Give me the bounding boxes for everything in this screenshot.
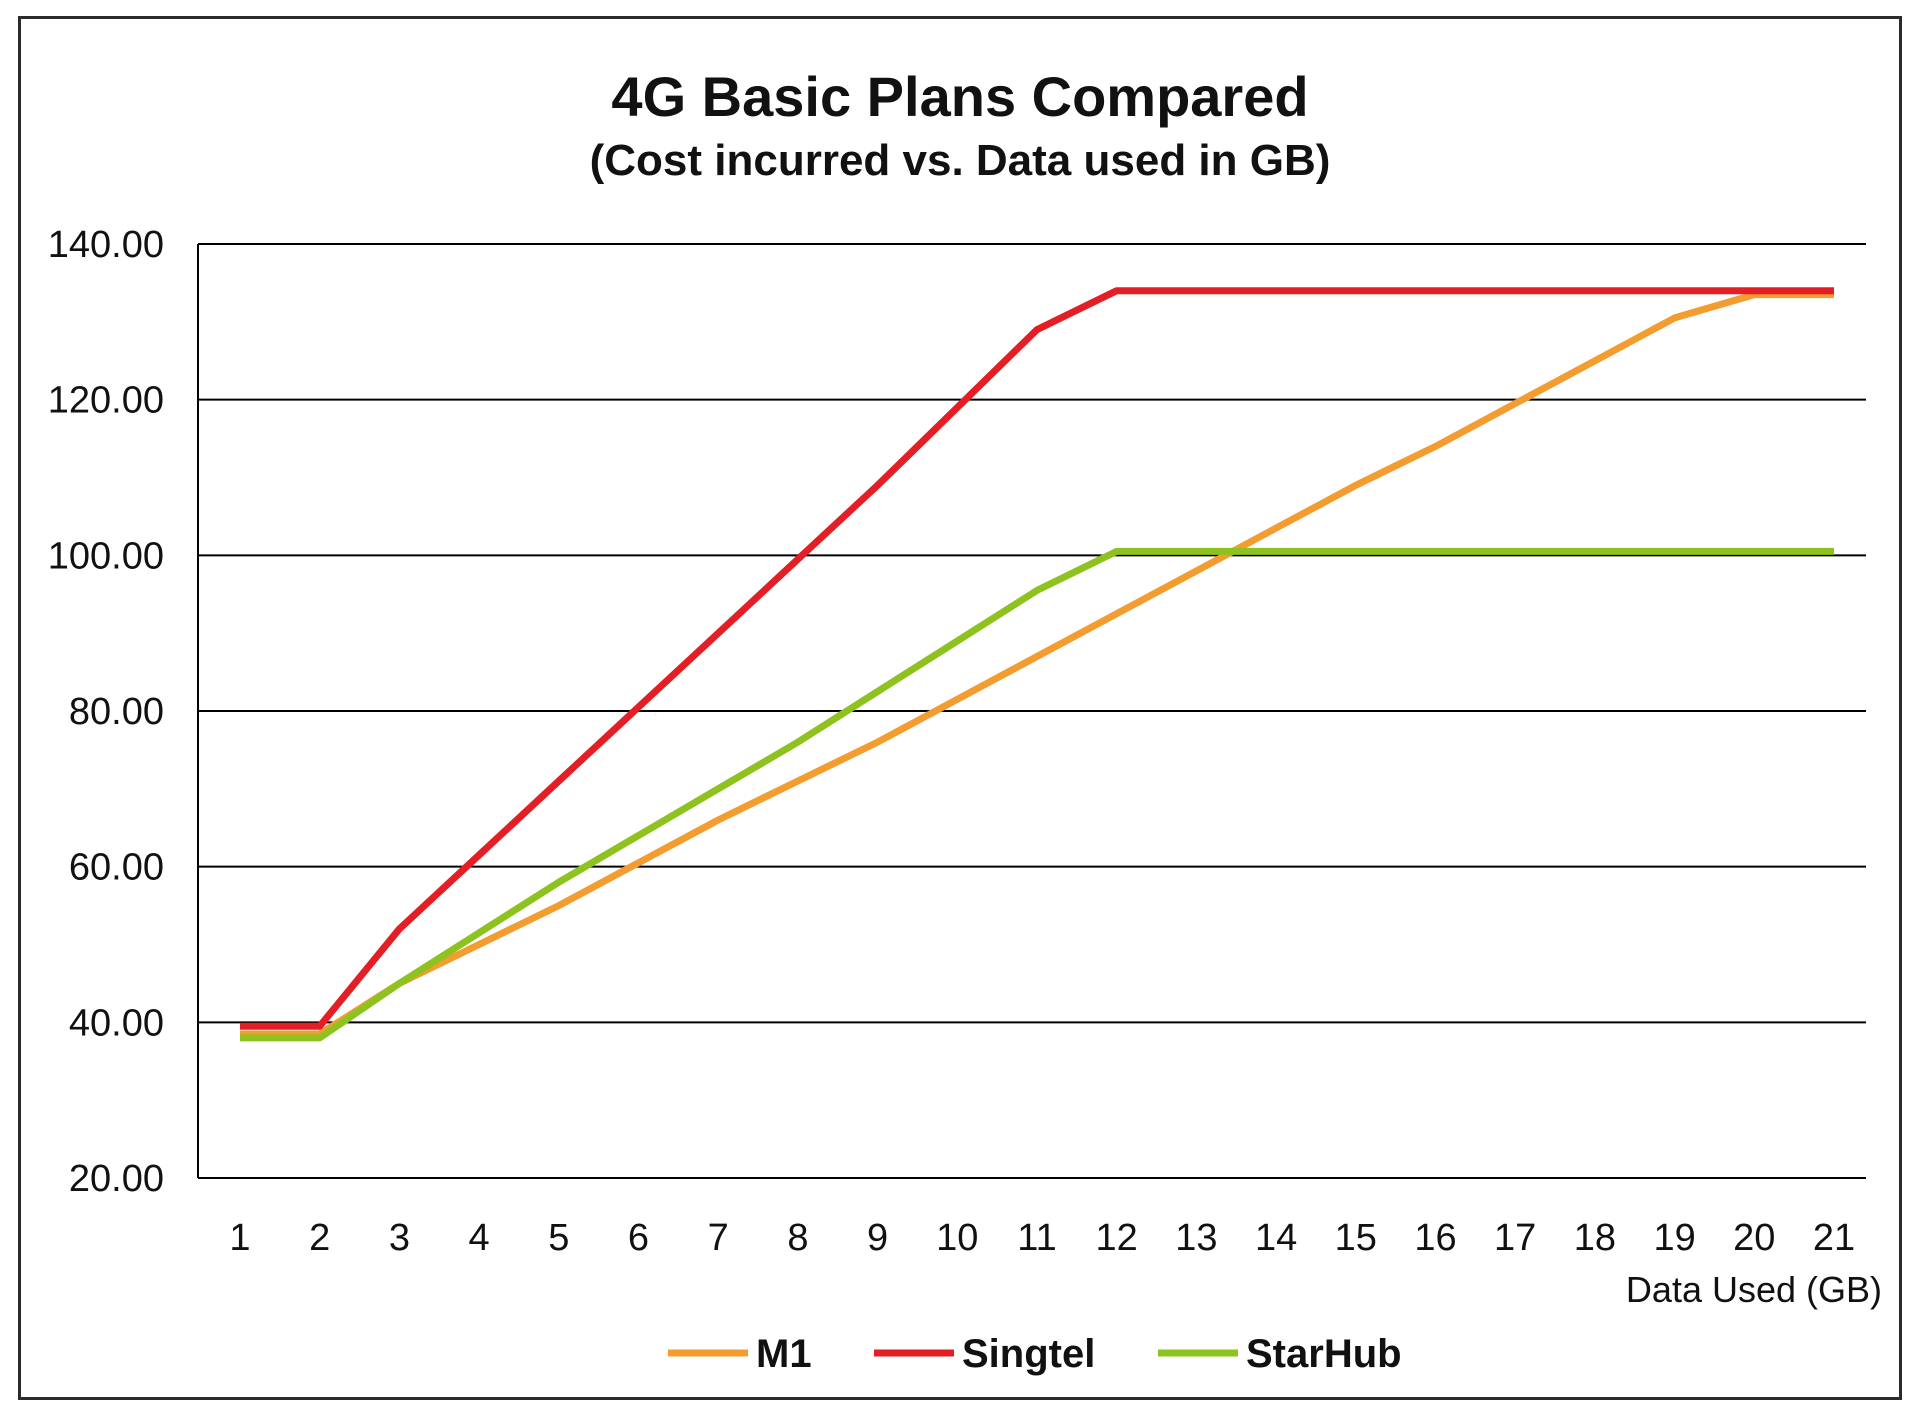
x-tick-label-19: 20 <box>1733 1217 1775 1259</box>
y-tick-label-1: 40.00 <box>69 1002 164 1044</box>
x-tick-label-13: 14 <box>1255 1217 1297 1259</box>
x-tick-label-12: 13 <box>1175 1217 1217 1259</box>
x-tick-label-3: 4 <box>469 1217 490 1259</box>
y-tick-label-5: 120.00 <box>48 380 164 422</box>
y-tick-label-4: 100.00 <box>48 535 164 577</box>
chart-frame <box>18 16 1902 1400</box>
series-line-starhub <box>240 547 1834 1042</box>
x-tick-label-17: 18 <box>1574 1217 1616 1259</box>
x-tick-label-8: 9 <box>867 1217 888 1259</box>
y-tick-label-6: 140.00 <box>48 224 164 266</box>
legend-label-starhub: StarHub <box>1246 1332 1402 1376</box>
chart-title: 4G Basic Plans Compared <box>611 65 1309 128</box>
x-tick-label-5: 6 <box>628 1217 649 1259</box>
series-line-m1 <box>240 291 1834 1038</box>
series-lines <box>240 287 1834 1042</box>
gridlines <box>198 243 1866 1024</box>
y-tick-label-2: 60.00 <box>69 847 164 889</box>
x-tick-label-7: 8 <box>787 1217 808 1259</box>
x-tick-label-0: 1 <box>229 1217 250 1259</box>
x-tick-label-11: 12 <box>1096 1217 1138 1259</box>
x-tick-label-10: 11 <box>1017 1217 1056 1259</box>
legend-label-m1: M1 <box>756 1332 812 1376</box>
legend-label-singtel: Singtel <box>962 1332 1095 1376</box>
x-tick-label-18: 19 <box>1653 1217 1695 1259</box>
x-tick-label-1: 2 <box>309 1217 330 1259</box>
legend: M1 Singtel StarHub <box>668 1332 1402 1376</box>
x-tick-label-14: 15 <box>1335 1217 1377 1259</box>
axes <box>197 244 1866 1179</box>
chart-subtitle: (Cost incurred vs. Data used in GB) <box>589 136 1331 185</box>
x-tick-label-2: 3 <box>389 1217 410 1259</box>
series-line-singtel <box>240 287 1834 1030</box>
x-tick-label-6: 7 <box>708 1217 729 1259</box>
x-tick-label-20: 21 <box>1813 1217 1855 1259</box>
x-tick-label-9: 10 <box>936 1217 978 1259</box>
x-tick-label-15: 16 <box>1414 1217 1456 1259</box>
y-tick-label-0: 20.00 <box>69 1158 164 1200</box>
x-tick-labels: 1 2 3 4 5 6 7 8 9 10 11 12 13 14 15 16 17 18 19 20 21 <box>229 1217 1855 1259</box>
y-tick-labels: 20.00 40.00 60.00 80.00 100.00 120.00 140.00 <box>48 224 164 1200</box>
x-axis-label: Data Used (GB) <box>1626 1269 1882 1310</box>
x-tick-label-4: 5 <box>548 1217 569 1259</box>
y-tick-label-3: 80.00 <box>69 691 164 733</box>
x-tick-label-16: 17 <box>1494 1217 1536 1259</box>
